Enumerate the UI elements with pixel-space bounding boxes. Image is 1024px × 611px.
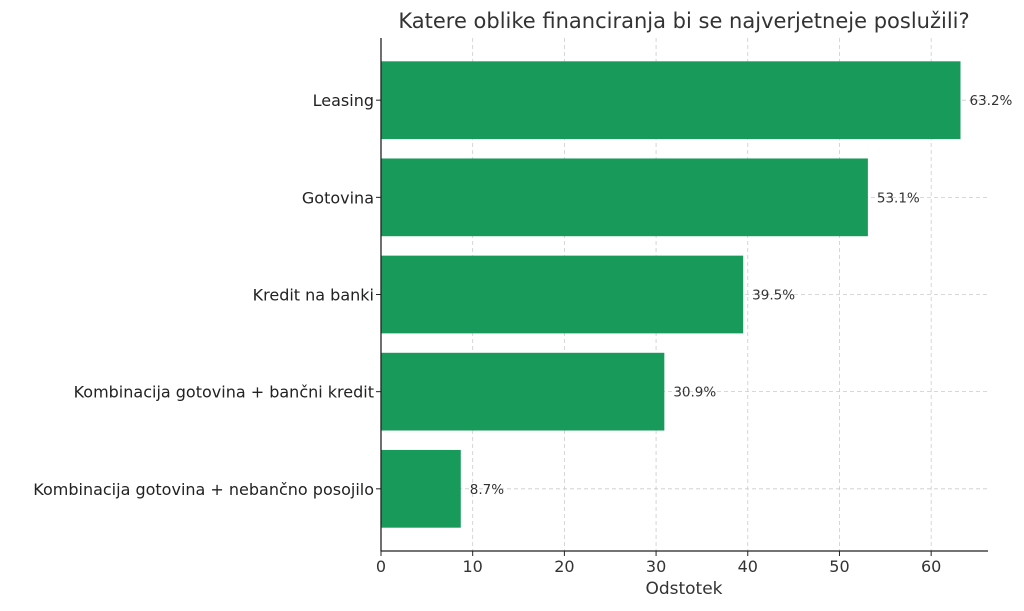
x-tick-label: 30 bbox=[646, 557, 666, 576]
y-tick-label: Kombinacija gotovina + bančni kredit bbox=[74, 383, 374, 402]
y-tick-label: Kombinacija gotovina + nebančno posojilo bbox=[33, 480, 374, 499]
x-tick-label: 20 bbox=[554, 557, 574, 576]
chart-title: Katere oblike financiranja bi se najverj… bbox=[398, 9, 969, 33]
x-tick-label: 40 bbox=[738, 557, 758, 576]
bar bbox=[381, 158, 868, 237]
data-label: 8.7% bbox=[470, 482, 504, 498]
bar bbox=[381, 352, 665, 431]
y-tick-label: Kredit na banki bbox=[253, 286, 374, 305]
y-tick-label: Leasing bbox=[313, 91, 374, 110]
x-tick-labels: 0 10 20 30 40 50 60 bbox=[376, 551, 941, 576]
data-label: 63.2% bbox=[969, 93, 1012, 109]
x-tick-label: 10 bbox=[463, 557, 483, 576]
data-labels: 63.2% 53.1% 39.5% 30.9% 8.7% bbox=[470, 93, 1013, 498]
data-label: 39.5% bbox=[752, 288, 795, 304]
x-tick-label: 60 bbox=[921, 557, 941, 576]
bar bbox=[381, 255, 744, 334]
x-axis-label: Odstotek bbox=[645, 579, 722, 599]
data-label: 30.9% bbox=[673, 385, 716, 401]
x-tick-label: 50 bbox=[829, 557, 849, 576]
x-tick-label: 0 bbox=[376, 557, 386, 576]
bar bbox=[381, 449, 461, 528]
y-tick-labels: Leasing Gotovina Kredit na banki Kombinacij… bbox=[33, 91, 381, 499]
data-label: 53.1% bbox=[877, 190, 920, 206]
y-tick-label: Gotovina bbox=[302, 188, 374, 207]
bar bbox=[381, 61, 961, 140]
bars bbox=[381, 61, 961, 528]
